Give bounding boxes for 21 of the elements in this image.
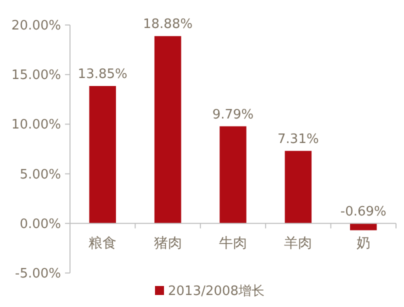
y-tick-label: 0.00% (20, 216, 61, 232)
bar (220, 126, 246, 224)
legend-label: 2013/2008增长 (168, 284, 265, 299)
data-label: 13.85% (78, 67, 128, 82)
y-tick-label: 10.00% (11, 118, 61, 133)
x-tick-label: 羊肉 (284, 235, 312, 252)
y-tick-label: 20.00% (11, 18, 61, 34)
data-label: 18.88% (143, 17, 193, 32)
y-tick-label: -5.00% (15, 266, 61, 282)
x-tick-label: 奶 (356, 235, 370, 252)
x-tick-label: 猪肉 (154, 235, 182, 252)
x-tick-label: 牛肉 (219, 235, 247, 252)
data-label: -0.69% (340, 204, 386, 220)
data-label: 9.79% (212, 107, 254, 122)
y-tick-label: 5.00% (20, 167, 61, 182)
y-tick-label: 15.00% (11, 68, 61, 84)
data-label: 7.31% (278, 132, 319, 147)
bar (154, 36, 182, 224)
bar (284, 150, 312, 224)
x-tick-label: 粮食 (88, 235, 117, 252)
bar (89, 86, 116, 224)
